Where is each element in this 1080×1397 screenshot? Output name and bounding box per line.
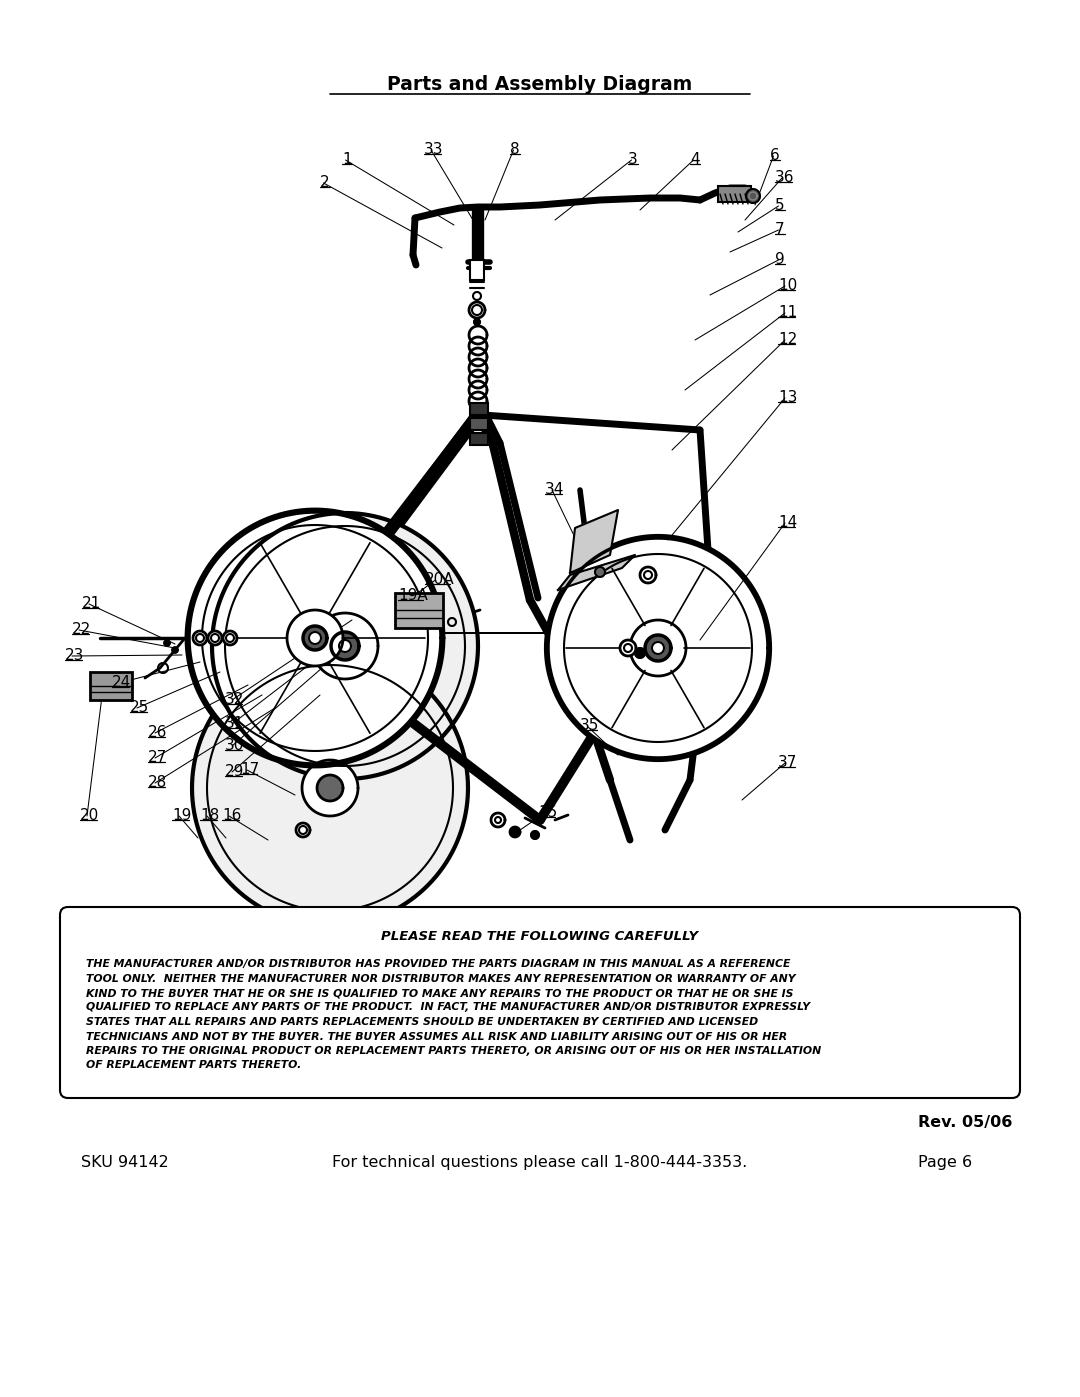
FancyBboxPatch shape	[60, 907, 1020, 1098]
Polygon shape	[208, 631, 222, 645]
Polygon shape	[595, 567, 605, 577]
Text: 19: 19	[172, 807, 191, 823]
Text: QUALIFIED TO REPLACE ANY PARTS OF THE PRODUCT.  IN FACT, THE MANUFACTURER AND/OR: QUALIFIED TO REPLACE ANY PARTS OF THE PR…	[86, 1003, 810, 1013]
Polygon shape	[640, 567, 656, 583]
Polygon shape	[652, 643, 664, 654]
Polygon shape	[303, 626, 327, 650]
Text: 16: 16	[222, 807, 241, 823]
Polygon shape	[570, 510, 618, 573]
Polygon shape	[309, 631, 321, 644]
Text: 9: 9	[775, 251, 785, 267]
Bar	[718, 186, 751, 203]
Text: 35: 35	[580, 718, 599, 733]
Polygon shape	[546, 536, 770, 760]
Text: 26: 26	[148, 725, 167, 740]
Polygon shape	[193, 631, 207, 645]
Polygon shape	[630, 620, 686, 676]
Text: 12: 12	[778, 332, 797, 346]
Text: 8: 8	[510, 142, 519, 156]
Polygon shape	[172, 647, 178, 652]
Text: 33: 33	[424, 142, 444, 156]
Polygon shape	[746, 189, 760, 203]
Polygon shape	[635, 648, 645, 658]
Bar	[470, 402, 488, 415]
Bar	[470, 260, 484, 279]
Polygon shape	[558, 555, 635, 590]
Polygon shape	[510, 827, 519, 837]
Text: 20A: 20A	[426, 571, 455, 587]
Text: THE MANUFACTURER AND/OR DISTRIBUTOR HAS PROVIDED THE PARTS DIAGRAM IN THIS MANUA: THE MANUFACTURER AND/OR DISTRIBUTOR HAS …	[86, 958, 791, 970]
Text: 2: 2	[320, 175, 329, 190]
Polygon shape	[620, 640, 636, 657]
Text: For technical questions please call 1-800-444-3353.: For technical questions please call 1-80…	[333, 1155, 747, 1171]
Text: 7: 7	[775, 222, 785, 237]
Polygon shape	[222, 631, 237, 645]
Text: 28: 28	[148, 775, 167, 789]
Text: 25: 25	[130, 700, 149, 715]
Text: Parts and Assembly Diagram: Parts and Assembly Diagram	[388, 75, 692, 95]
Text: 31: 31	[225, 717, 244, 731]
Text: 10: 10	[778, 278, 797, 293]
Text: 5: 5	[775, 198, 785, 212]
Text: SKU 94142: SKU 94142	[81, 1155, 168, 1171]
Text: 32: 32	[225, 692, 244, 707]
Polygon shape	[296, 823, 310, 837]
Text: 18: 18	[200, 807, 219, 823]
Polygon shape	[287, 610, 343, 666]
Text: 37: 37	[778, 754, 797, 770]
Text: 36: 36	[775, 170, 795, 184]
Text: OF REPLACEMENT PARTS THERETO.: OF REPLACEMENT PARTS THERETO.	[86, 1060, 301, 1070]
Text: 23: 23	[65, 648, 84, 664]
Polygon shape	[469, 302, 485, 319]
Polygon shape	[302, 760, 357, 816]
Text: 20: 20	[80, 807, 99, 823]
Polygon shape	[473, 292, 481, 300]
Text: 13: 13	[778, 390, 797, 405]
Polygon shape	[330, 631, 359, 659]
Text: TECHNICIANS AND NOT BY THE BUYER. THE BUYER ASSUMES ALL RISK AND LIABILITY ARISI: TECHNICIANS AND NOT BY THE BUYER. THE BU…	[86, 1031, 787, 1042]
Text: 19A: 19A	[399, 588, 428, 604]
Bar	[395, 592, 443, 629]
Text: 30: 30	[225, 738, 244, 753]
Text: TOOL ONLY.  NEITHER THE MANUFACTURER NOR DISTRIBUTOR MAKES ANY REPRESENTATION OR: TOOL ONLY. NEITHER THE MANUFACTURER NOR …	[86, 974, 796, 983]
Polygon shape	[645, 636, 671, 661]
Text: 14: 14	[778, 515, 797, 529]
Text: 34: 34	[545, 482, 565, 497]
Polygon shape	[212, 513, 478, 780]
Polygon shape	[311, 415, 633, 633]
Text: STATES THAT ALL REPAIRS AND PARTS REPLACEMENTS SHOULD BE UNDERTAKEN BY CERTIFIED: STATES THAT ALL REPAIRS AND PARTS REPLAC…	[86, 1017, 758, 1027]
Text: Rev. 05/06: Rev. 05/06	[918, 1115, 1012, 1130]
Text: 22: 22	[72, 622, 91, 637]
Text: 11: 11	[778, 305, 797, 320]
Polygon shape	[339, 640, 351, 652]
Text: KIND TO THE BUYER THAT HE OR SHE IS QUALIFIED TO MAKE ANY REPAIRS TO THE PRODUCT: KIND TO THE BUYER THAT HE OR SHE IS QUAL…	[86, 988, 794, 997]
Text: 3: 3	[627, 152, 638, 168]
Text: 24: 24	[112, 675, 132, 690]
Polygon shape	[312, 613, 378, 679]
Text: 17: 17	[240, 761, 259, 777]
Polygon shape	[531, 831, 539, 840]
Polygon shape	[192, 650, 468, 926]
Polygon shape	[164, 640, 170, 645]
Polygon shape	[491, 813, 505, 827]
Polygon shape	[318, 775, 343, 800]
Text: 29: 29	[225, 764, 244, 780]
Bar	[90, 672, 132, 700]
Bar	[470, 418, 488, 430]
Text: 4: 4	[690, 152, 700, 168]
Text: Page 6: Page 6	[918, 1155, 972, 1171]
Polygon shape	[187, 510, 443, 766]
Text: 27: 27	[148, 750, 167, 766]
Bar	[470, 433, 488, 446]
Polygon shape	[474, 319, 480, 326]
Text: PLEASE READ THE FOLLOWING CAREFULLY: PLEASE READ THE FOLLOWING CAREFULLY	[381, 930, 699, 943]
Text: REPAIRS TO THE ORIGINAL PRODUCT OR REPLACEMENT PARTS THERETO, OR ARISING OUT OF : REPAIRS TO THE ORIGINAL PRODUCT OR REPLA…	[86, 1046, 821, 1056]
Text: 6: 6	[770, 148, 780, 163]
Text: 1: 1	[342, 152, 352, 168]
Text: 15: 15	[538, 805, 557, 820]
Text: 21: 21	[82, 597, 102, 610]
